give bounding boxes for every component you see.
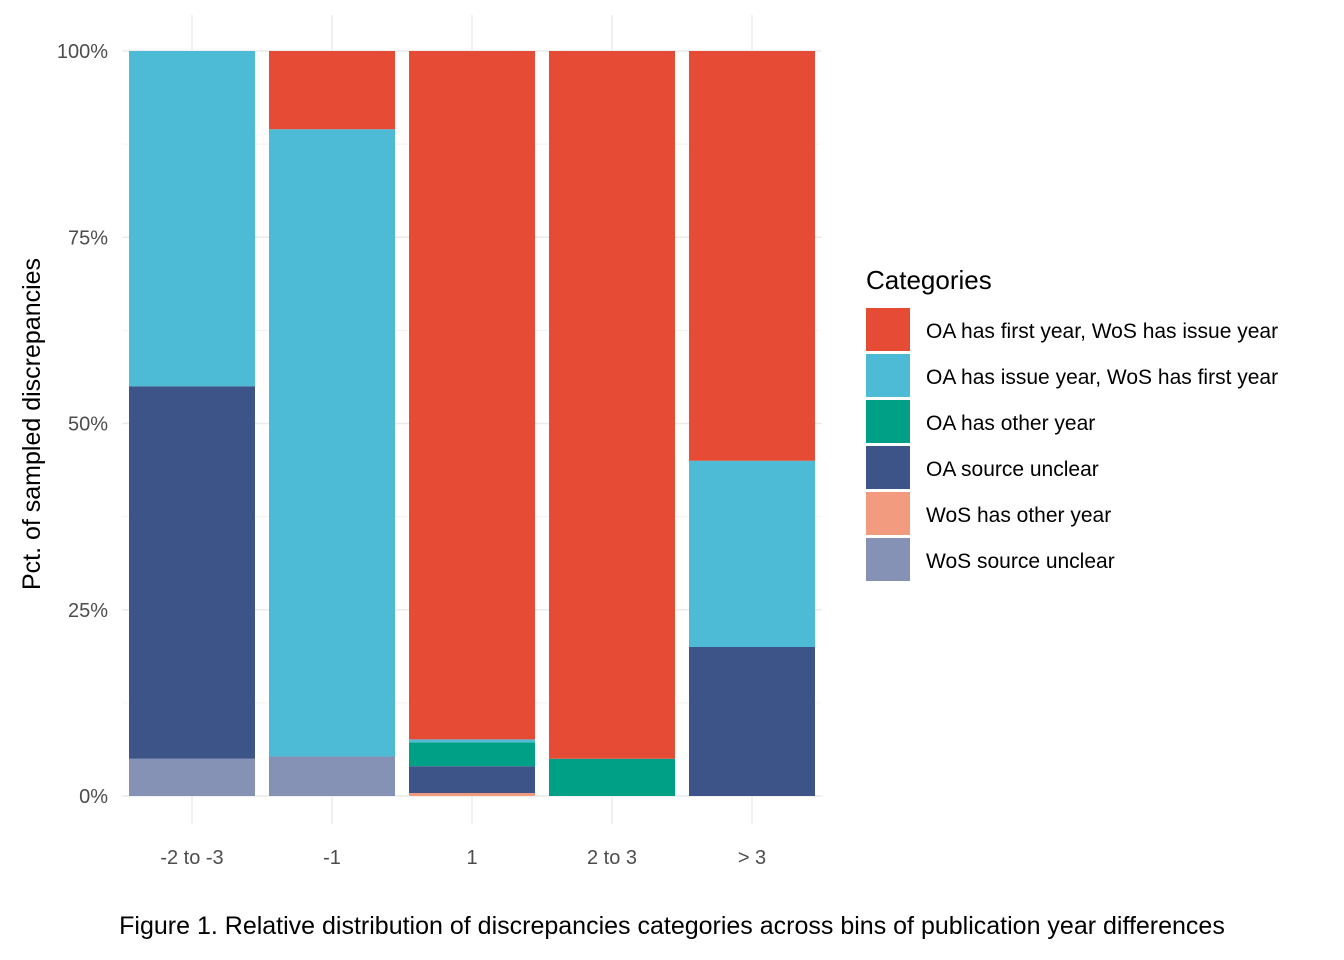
legend-swatch	[866, 492, 910, 535]
legend-swatch	[866, 308, 910, 351]
legend-label: OA source unclear	[926, 458, 1099, 481]
legend: Categories OA has first year, WoS has is…	[866, 265, 1278, 581]
legend-swatch	[866, 354, 910, 397]
legend-swatch	[866, 538, 910, 581]
y-axis: 0% 25% 50% 75% 100%	[57, 41, 108, 808]
y-tick-label: 100%	[57, 41, 108, 63]
bar-segment	[269, 129, 395, 757]
bar-segment	[689, 460, 815, 647]
bar-segment	[549, 758, 675, 796]
bar-segment	[409, 793, 535, 796]
x-tick-label: > 3	[738, 847, 766, 869]
legend-label: OA has first year, WoS has issue year	[926, 320, 1278, 343]
bar-segment	[409, 739, 535, 743]
y-tick-label: 50%	[68, 414, 108, 436]
bar-segment	[549, 51, 675, 759]
legend-label: WoS source unclear	[926, 550, 1115, 573]
legend-label: OA has issue year, WoS has first year	[926, 366, 1278, 389]
bar-segment	[269, 51, 395, 130]
bar-segment	[269, 756, 395, 796]
y-tick-label: 25%	[68, 600, 108, 622]
y-axis-title: Pct. of sampled discrepancies	[18, 258, 46, 590]
x-tick-label: 1	[466, 847, 477, 869]
bar-segment	[129, 386, 255, 759]
bar-segment	[129, 51, 255, 387]
bar-segment	[409, 742, 535, 767]
x-tick-label: -2 to -3	[160, 847, 223, 869]
x-tick-label: -1	[323, 847, 341, 869]
legend-swatch	[866, 400, 910, 443]
bar-segment	[129, 758, 255, 796]
x-axis: -2 to -3 -1 1 2 to 3 > 3	[160, 847, 766, 869]
legend-title: Categories	[866, 265, 992, 295]
legend-label: WoS has other year	[926, 504, 1111, 527]
legend-label: OA has other year	[926, 412, 1095, 435]
figure-caption: Figure 1. Relative distribution of discr…	[119, 912, 1225, 940]
y-tick-label: 75%	[68, 227, 108, 249]
legend-swatch	[866, 446, 910, 489]
bars	[129, 51, 815, 796]
stacked-bar-chart: 0% 25% 50% 75% 100% -2 to -3 -1 1 2 to 3 > 3 Pct…	[18, 15, 1278, 869]
bar-segment	[409, 51, 535, 740]
x-tick-label: 2 to 3	[587, 847, 637, 869]
bar-segment	[409, 766, 535, 794]
bar-segment	[689, 51, 815, 461]
y-tick-label: 0%	[79, 786, 108, 808]
bar-segment	[689, 647, 815, 796]
